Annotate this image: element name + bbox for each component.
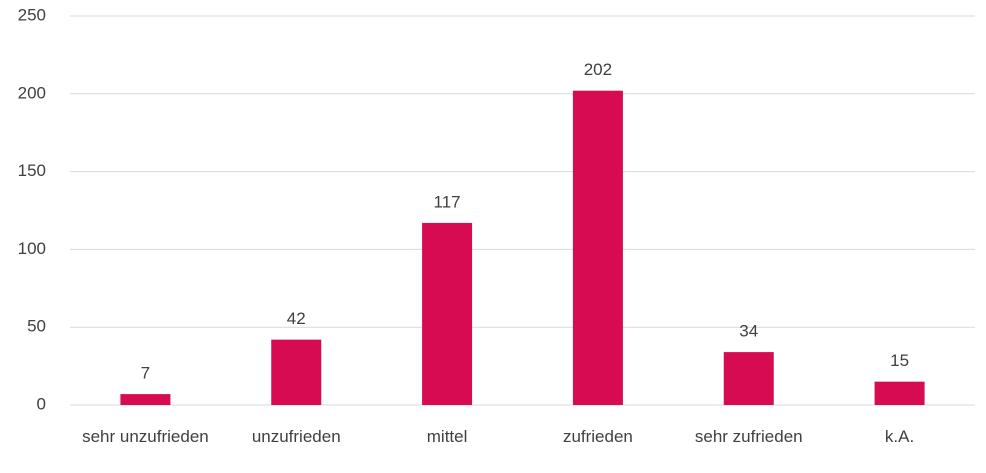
bar xyxy=(120,394,171,405)
y-tick-label: 200 xyxy=(18,83,46,102)
y-tick-label: 250 xyxy=(18,5,46,24)
x-tick-label: mittel xyxy=(426,427,468,446)
y-tick-label: 150 xyxy=(18,161,46,180)
data-label: 42 xyxy=(287,309,306,328)
bar xyxy=(271,339,322,405)
bar xyxy=(572,90,623,406)
data-label: 7 xyxy=(141,364,150,383)
data-label: 202 xyxy=(584,60,612,79)
y-tick-label: 50 xyxy=(27,317,46,336)
bar xyxy=(723,352,774,405)
x-tick-label: zufrieden xyxy=(562,427,633,446)
y-tick-label: 100 xyxy=(18,239,46,258)
bar xyxy=(874,381,925,405)
data-label: 34 xyxy=(739,322,758,341)
x-tick-label: unzufrieden xyxy=(251,427,341,446)
x-tick-label: k.A. xyxy=(884,427,915,446)
bar xyxy=(422,222,473,405)
x-tick-label: sehr unzufrieden xyxy=(82,427,209,446)
y-tick-label: 0 xyxy=(37,394,46,413)
data-label: 15 xyxy=(890,351,909,370)
x-tick-label: sehr zufrieden xyxy=(694,427,803,446)
data-label: 117 xyxy=(434,192,461,211)
